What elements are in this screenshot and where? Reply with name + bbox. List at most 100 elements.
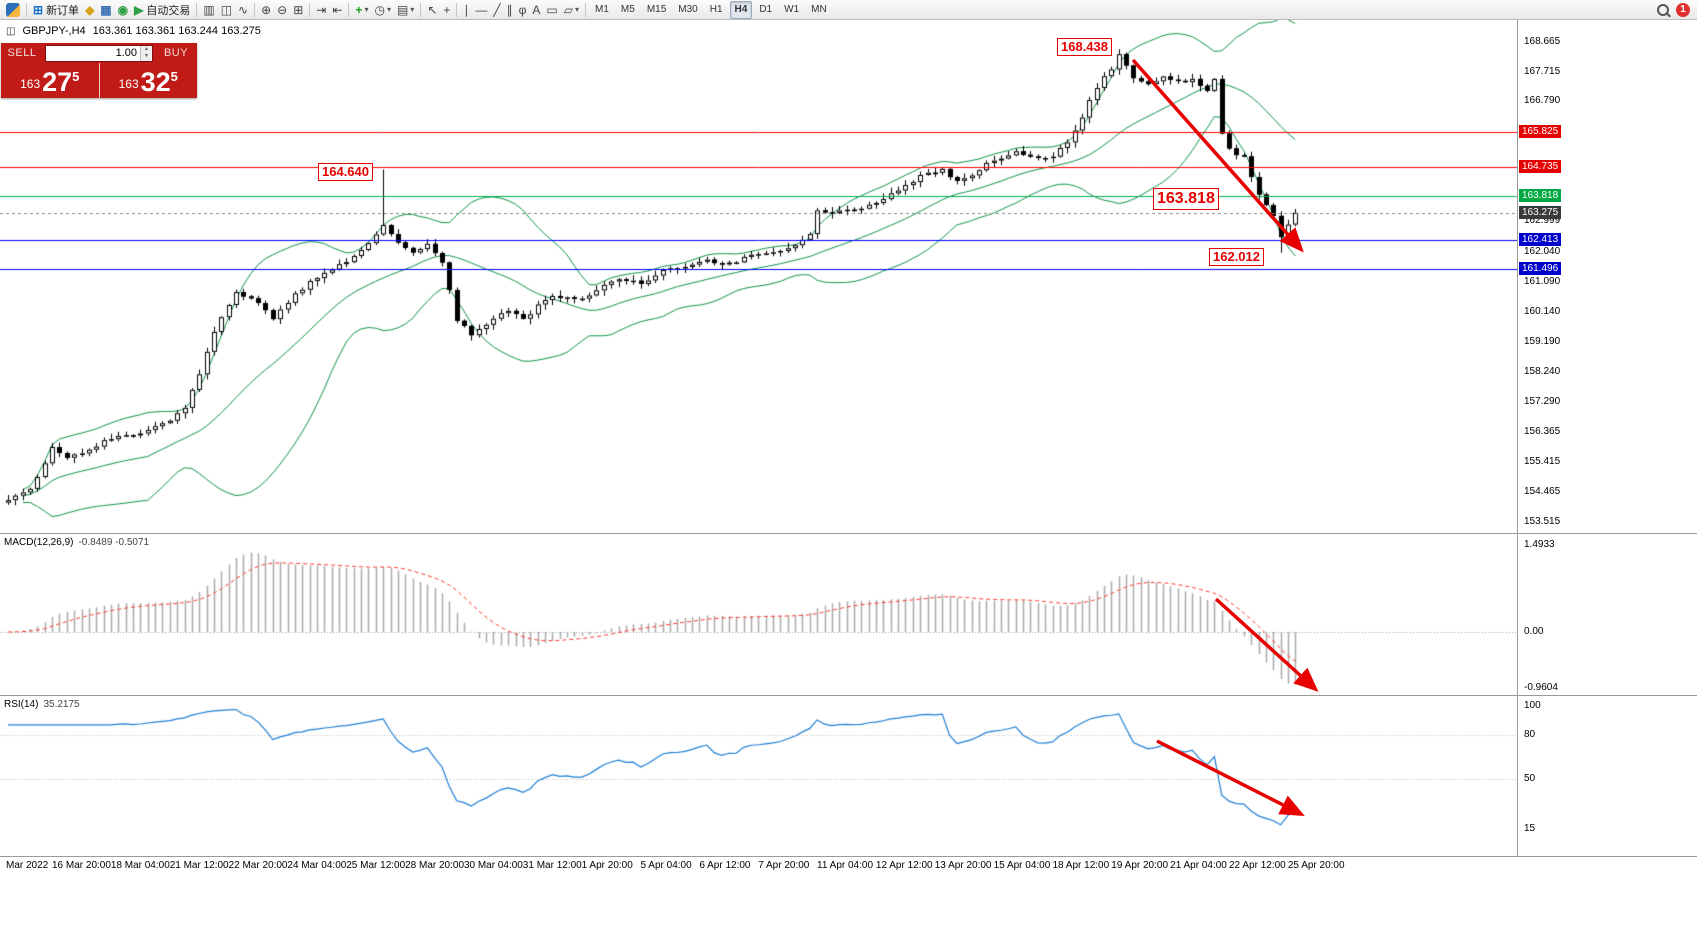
toolbar-separator [585,2,587,17]
zoom-in-icon[interactable]: ⊕ [258,1,274,19]
templates-icon[interactable]: ▤ ▾ [394,1,417,19]
time-axis-label: 21 Mar 12:00 [169,860,229,871]
timeframe-button-m30[interactable]: M30 [678,3,698,15]
price-axis-label: 168.665 [1524,36,1561,47]
rsi-axis-label: 80 [1524,729,1536,740]
autotrading-button[interactable]: ▶ 自动交易 [131,1,193,19]
lot-size-value: 1.00 [115,47,137,59]
rsi-axis-label: 15 [1524,823,1536,835]
time-axis-label: 12 Apr 12:00 [875,860,933,871]
macd-indicator-label: MACD(12,26,9) -0.8489 -0.5071 [4,537,149,548]
price-annotation: 163.818 [1153,188,1219,210]
panel-separator[interactable] [0,695,1697,696]
macd-axis-label: 1.4933 [1524,539,1555,551]
price-axis-border [1517,20,1518,856]
time-axis[interactable]: Mar 2022 16 Mar 20:00 18 Mar 04:00 21 Mar 1… [0,856,1697,878]
label-icon[interactable]: ▭ [543,1,560,19]
price-level-badge: 163.818 [1519,188,1562,202]
macd-panel-canvas[interactable] [0,534,1517,695]
cursor-icon[interactable]: ↖ [424,1,440,19]
new-order-button-label: 新订单 [46,4,80,17]
toolbar-separator [254,2,256,17]
data-window-icon: ▦ [100,2,112,17]
indicators-add-icon[interactable]: + ▾ [352,1,371,19]
sell-button[interactable]: 163 27 5 [1,63,100,98]
timeframe-button-m5[interactable]: M5 [620,3,635,15]
time-axis-label: 30 Mar 04:00 [463,860,523,871]
timeframe-button-m1[interactable]: M1 [595,3,609,15]
rsi-name: RSI(14) [4,699,39,710]
new-order-button[interactable]: ⊞ 新订单 [30,1,82,19]
price-level-badge: 165.825 [1519,124,1562,138]
macd-axis-label: -0.9604 [1524,681,1558,693]
data-window-icon[interactable]: ▦ [97,1,114,19]
candlestick-chart-icon[interactable]: ◫ [218,1,235,19]
auto-scroll-icon: ⇥ [316,2,327,17]
rsi-panel-canvas[interactable] [0,696,1517,856]
timeframe-button-m15[interactable]: M15 [646,3,667,15]
app-logo-icon[interactable] [3,1,23,19]
chart-shift-icon[interactable]: ⇤ [329,1,345,19]
timeframe-button-mn[interactable]: MN [811,3,827,15]
price-axis[interactable]: 168.665 167.715 166.790 162.999 162.040 161.0… [1517,20,1697,856]
bar-chart-icon[interactable]: ▥ [200,1,217,19]
notification-badge[interactable]: 1 [1676,2,1690,17]
buy-label[interactable]: BUY [163,47,189,59]
timeframe-button-h4[interactable]: H4 [729,0,753,19]
auto-scroll-icon[interactable]: ⇥ [313,1,329,19]
price-axis-label: 153.515 [1524,515,1561,527]
time-axis-label: 28 Mar 20:00 [405,860,465,871]
timeframe-button-h1[interactable]: H1 [709,3,723,15]
price-axis-label: 167.715 [1524,66,1561,78]
lot-increase-button[interactable]: ▲ [141,45,152,53]
main-chart-canvas[interactable] [0,20,1517,533]
fibonacci-icon[interactable]: φ [516,1,530,19]
bar-chart-icon: ▥ [203,2,215,17]
chevron-down-icon: ▾ [386,5,391,14]
tile-windows-icon[interactable]: ⊞ [290,1,306,19]
price-annotation: 164.640 [318,163,373,182]
sell-price-prefix: 163 [20,77,41,91]
periods-icon[interactable]: ◷ ▾ [371,1,394,19]
navigator-icon[interactable]: ◉ [115,1,131,19]
indicators-add-icon: + [355,2,363,17]
horizontal-line-icon[interactable]: ― [472,1,490,19]
panel-separator[interactable] [0,533,1697,534]
search-button[interactable] [1654,1,1672,19]
buy-button[interactable]: 163 32 5 [100,63,198,98]
new-order-button: ⊞ [33,2,44,17]
autotrading-button-label: 自动交易 [146,4,191,17]
line-chart-icon[interactable]: ∿ [235,1,251,19]
chart-shift-icon: ⇤ [332,2,343,17]
autotrading-button: ▶ [134,2,144,17]
shapes-icon[interactable]: ▱ ▾ [561,1,582,19]
zoom-out-icon[interactable]: ⊖ [274,1,290,19]
timeframe-button-w1[interactable]: W1 [784,3,800,15]
channel-icon: ∥ [506,2,513,17]
sell-label[interactable]: SELL [7,47,37,59]
zoom-in-icon: ⊕ [261,2,272,17]
channel-icon[interactable]: ∥ [504,1,516,19]
vertical-line-icon[interactable]: ∣ [460,1,472,19]
price-axis-label: 154.465 [1524,485,1561,497]
app-logo-icon [6,2,20,17]
market-watch-icon[interactable]: ◆ [82,1,97,19]
sell-price-big: 27 [42,67,73,97]
timeframe-button-d1[interactable]: D1 [759,3,773,15]
trendline-icon[interactable]: ╱ [490,1,503,19]
symbol-ohlc-bar: ◫ GBPJPY-,H4 163.361 163.361 163.244 163… [6,25,261,37]
crosshair-icon[interactable]: + [440,1,453,19]
rsi-axis-label: 50 [1524,772,1536,784]
time-axis-label: 6 Apr 12:00 [699,860,751,871]
price-axis-label: 161.090 [1524,275,1561,287]
zoom-out-icon: ⊖ [277,2,288,17]
price-axis-label: 155.415 [1524,455,1561,467]
candlestick-icon: ◫ [6,25,16,37]
price-axis-label: 157.290 [1524,396,1561,408]
sell-price-sup: 5 [72,69,80,84]
chevron-down-icon: ▾ [410,5,415,14]
price-axis-label: 166.790 [1524,95,1561,107]
lot-decrease-button[interactable]: ▼ [141,53,152,61]
text-icon[interactable]: A [529,1,543,19]
lot-size-input[interactable]: 1.00 ▲ ▼ [45,44,153,62]
